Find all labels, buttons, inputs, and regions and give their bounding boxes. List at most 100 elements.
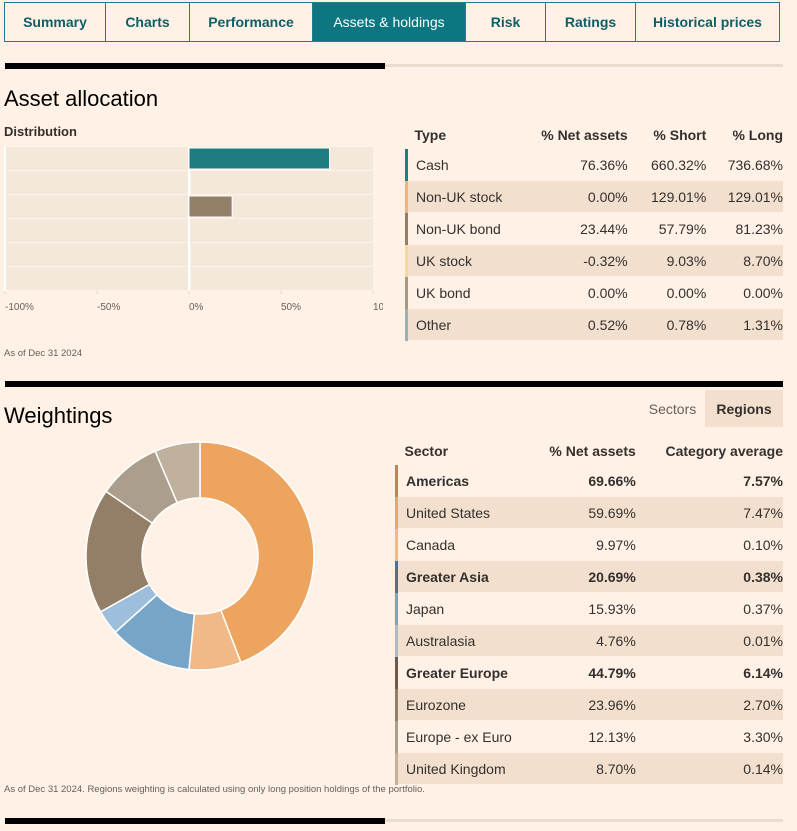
table-row: Europe - ex Euro 12.13% 3.30% bbox=[394, 720, 783, 753]
table-row: Australasia 4.76% 0.01% bbox=[394, 624, 783, 657]
x-tick-label: 50% bbox=[281, 302, 301, 313]
distribution-chart: -100% -50% 0% 50% 100% bbox=[4, 147, 383, 313]
x-tick-label: -100% bbox=[5, 302, 34, 313]
x-tick-label: 0% bbox=[189, 302, 204, 313]
table-row: Non-UK stock 0.00% 129.01% 129.01% bbox=[405, 180, 783, 213]
row-label: Greater Europe bbox=[394, 656, 535, 689]
bar bbox=[187, 219, 190, 242]
row-label: Non-UK bond bbox=[405, 212, 524, 245]
cell: 7.47% bbox=[635, 496, 783, 529]
cell: 4.76% bbox=[534, 624, 636, 657]
cell: 0.00% bbox=[523, 180, 628, 213]
table-row: United States 59.69% 7.47% bbox=[394, 496, 783, 529]
cell: 3.30% bbox=[635, 720, 783, 753]
cell: 20.69% bbox=[534, 560, 636, 593]
toggle: Sectors Regions bbox=[640, 390, 783, 427]
column-header: Type bbox=[414, 127, 447, 143]
column-header: Sector bbox=[404, 443, 449, 459]
cell: 9.97% bbox=[534, 528, 636, 561]
table-row: Canada 9.97% 0.10% bbox=[394, 528, 783, 561]
allocation-table: Type % Net assets % Short % Long Cash 76.36% 6… bbox=[405, 121, 783, 341]
tab[interactable]: Ratings bbox=[545, 2, 636, 42]
section-rule bbox=[5, 818, 385, 824]
cell: 69.66% bbox=[534, 465, 636, 497]
cell: 12.13% bbox=[534, 720, 636, 753]
cell: 15.93% bbox=[534, 592, 636, 625]
note: As of Dec 31 2024 bbox=[4, 348, 83, 359]
note: As of Dec 31 2024. Regions weighting is … bbox=[4, 784, 425, 795]
tab[interactable]: Performance bbox=[189, 2, 313, 42]
cell: 23.44% bbox=[523, 212, 628, 245]
cell: 0.52% bbox=[523, 308, 628, 341]
section-title: Weightings bbox=[4, 403, 113, 428]
table-row: Greater Asia 20.69% 0.38% bbox=[394, 560, 783, 593]
tab[interactable]: Assets & holdings bbox=[312, 2, 466, 42]
cell: 129.01% bbox=[706, 180, 783, 213]
row-label: Australasia bbox=[394, 624, 535, 657]
cell: 76.36% bbox=[523, 149, 628, 181]
chart-label: Distribution bbox=[4, 124, 77, 139]
header-row: Type % Net assets % Short % Long bbox=[407, 121, 784, 149]
slice bbox=[154, 441, 201, 504]
cell: 44.79% bbox=[534, 656, 636, 689]
bar bbox=[188, 195, 233, 218]
tab[interactable]: Summary bbox=[4, 2, 106, 42]
table-row: UK stock -0.32% 9.03% 8.70% bbox=[405, 244, 783, 277]
tab[interactable]: Risk bbox=[465, 2, 546, 42]
table-row: Americas 69.66% 7.57% bbox=[394, 465, 783, 497]
cell: 81.23% bbox=[706, 212, 783, 245]
tab[interactable]: Historical prices bbox=[635, 2, 780, 42]
bar bbox=[188, 243, 191, 266]
cell: 8.70% bbox=[706, 244, 783, 277]
row-label: Eurozone bbox=[394, 688, 535, 721]
row-label: UK bond bbox=[405, 276, 524, 309]
toggle-option[interactable]: Sectors bbox=[648, 400, 697, 417]
row-label: Europe - ex Euro bbox=[394, 720, 535, 753]
toggle-option[interactable]: Regions bbox=[705, 390, 783, 427]
table-row: United Kingdom 8.70% 0.14% bbox=[394, 752, 783, 785]
row-label: Non-UK stock bbox=[405, 180, 524, 213]
bar bbox=[188, 147, 331, 170]
cell: 6.14% bbox=[635, 656, 783, 689]
cell: 0.00% bbox=[627, 276, 707, 309]
row-label: Cash bbox=[405, 149, 524, 181]
table-row: Non-UK bond 23.44% 57.79% 81.23% bbox=[405, 212, 783, 245]
table-row: UK bond 0.00% 0.00% 0.00% bbox=[405, 276, 783, 309]
cell: 129.01% bbox=[627, 180, 707, 213]
section-rule bbox=[5, 381, 783, 387]
cell: 0.00% bbox=[523, 276, 628, 309]
table-row: Other 0.52% 0.78% 1.31% bbox=[405, 308, 783, 341]
cell: 0.78% bbox=[627, 308, 707, 341]
section-title: Asset allocation bbox=[4, 86, 159, 111]
x-tick-label: -50% bbox=[97, 302, 120, 313]
cell: 0.14% bbox=[635, 752, 783, 785]
table-row: Greater Europe 44.79% 6.14% bbox=[394, 656, 783, 689]
row-label: Americas bbox=[394, 465, 535, 497]
row-label: United States bbox=[394, 496, 535, 529]
x-tick-label: 100% bbox=[373, 302, 383, 313]
column-header: % Short bbox=[653, 127, 707, 143]
cell: 8.70% bbox=[534, 752, 636, 785]
regions-chart bbox=[85, 441, 315, 671]
row-label: Japan bbox=[394, 592, 535, 625]
bar bbox=[188, 267, 191, 290]
cell: 9.03% bbox=[627, 244, 707, 277]
tab-bar: Summary Charts Performance Assets & holding… bbox=[4, 2, 780, 42]
cell: 7.57% bbox=[635, 465, 783, 497]
column-header: % Net assets bbox=[549, 443, 636, 459]
tab[interactable]: Charts bbox=[105, 2, 190, 42]
cell: 1.31% bbox=[706, 308, 783, 341]
cell: 23.96% bbox=[534, 688, 636, 721]
cell: 0.37% bbox=[635, 592, 783, 625]
row-label: Canada bbox=[394, 528, 535, 561]
row-label: UK stock bbox=[405, 244, 524, 277]
row-label: Greater Asia bbox=[394, 560, 535, 593]
slice bbox=[199, 441, 315, 664]
table-row: Japan 15.93% 0.37% bbox=[394, 592, 783, 625]
regions-table: Sector % Net assets Category average Americ… bbox=[394, 437, 783, 785]
column-header: % Long bbox=[732, 127, 783, 143]
cell: 736.68% bbox=[706, 149, 783, 181]
cell: 0.38% bbox=[635, 560, 783, 593]
row-label: United Kingdom bbox=[394, 752, 535, 785]
